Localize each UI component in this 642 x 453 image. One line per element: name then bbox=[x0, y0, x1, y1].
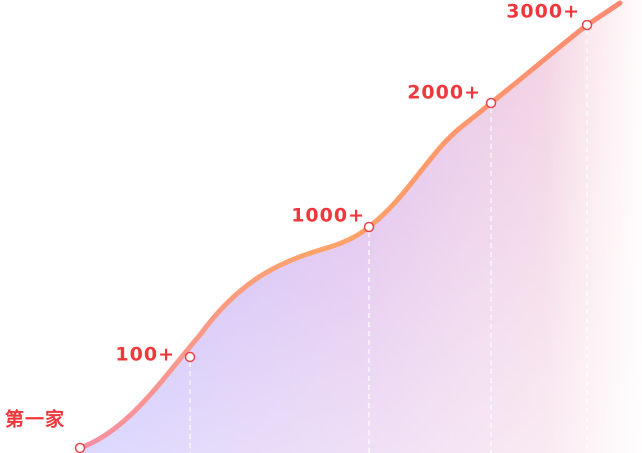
milestone-label: 2000+ bbox=[407, 82, 481, 104]
milestone-dot bbox=[485, 97, 497, 109]
milestone-label: 第一家 bbox=[5, 408, 65, 431]
milestone-label: 1000+ bbox=[291, 205, 365, 227]
milestone-label: 3000+ bbox=[506, 1, 580, 23]
milestone-dot bbox=[363, 221, 375, 233]
milestone-dot bbox=[581, 19, 593, 31]
milestone-dot bbox=[184, 351, 196, 363]
milestones: 第一家 100+ 1000+ 2000+ 3000+ bbox=[5, 1, 593, 453]
milestone-dot bbox=[74, 442, 86, 453]
drop-lines bbox=[189, 30, 588, 453]
milestone-label: 100+ bbox=[115, 344, 175, 366]
